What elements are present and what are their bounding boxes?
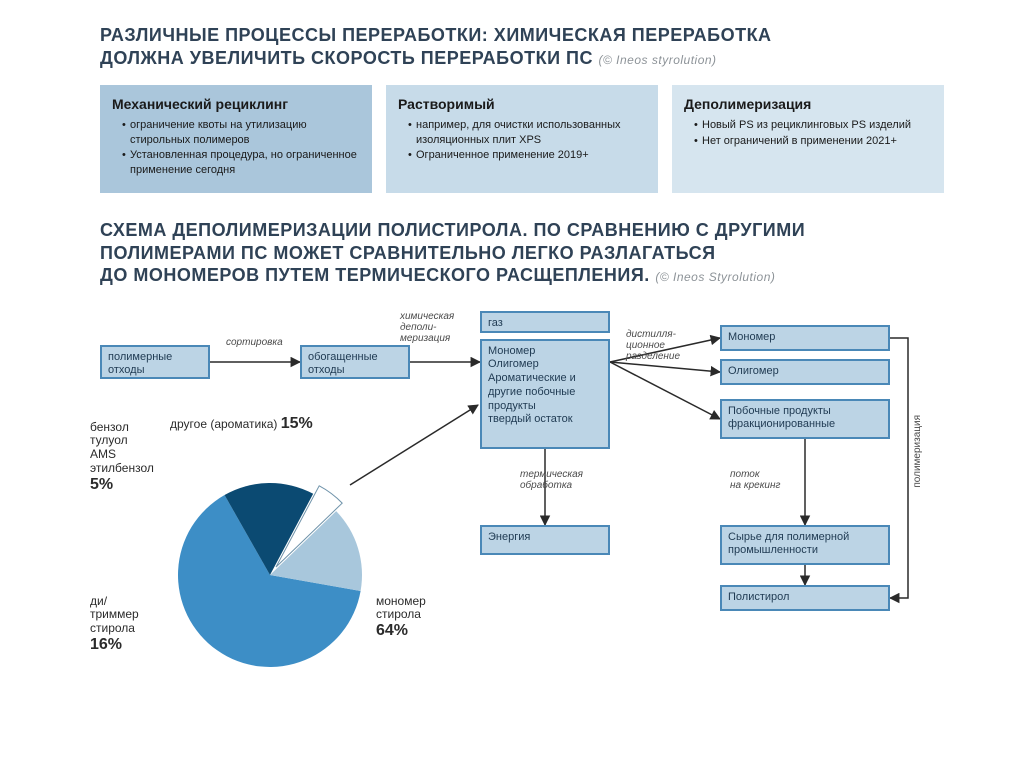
card-list: Новый PS из рециклинговых PS изделийНет …	[684, 118, 932, 149]
flow-box-byproducts: Побочные продукты фракционированные	[720, 399, 890, 439]
card-item: например, для очистки использованных изо…	[408, 118, 646, 148]
t2-line1: СХЕМА ДЕПОЛИМЕРИЗАЦИИ ПОЛИСТИРОЛА. ПО СР…	[100, 220, 805, 240]
flow-diagram: полимерные отходы обогащенные отходы газ Мо…	[100, 305, 940, 725]
card-list: например, для очистки использованных изо…	[398, 118, 646, 164]
t2-line2: ПОЛИМЕРАМИ ПС МОЖЕТ СРАВНИТЕЛЬНО ЛЕГКО Р…	[100, 243, 716, 263]
section1-title: РАЗЛИЧНЫЕ ПРОЦЕССЫ ПЕРЕРАБОТКИ: ХИМИЧЕСК…	[100, 24, 944, 71]
flow-label-therm: термическая обработка	[520, 469, 583, 491]
title-credit: (© Ineos styrolution)	[599, 53, 717, 67]
card-item: Новый PS из рециклинговых PS изделий	[694, 118, 932, 133]
flow-box-polymer_waste: полимерные отходы	[100, 345, 210, 379]
process-card-2: Деполимеризация Новый PS из рециклинговых…	[672, 85, 944, 193]
flow-box-oligomer: Олигомер	[720, 359, 890, 385]
card-item: Ограниченное применение 2019+	[408, 148, 646, 163]
flow-box-polystyrene: Полистирол	[720, 585, 890, 611]
pie-label-3: другое (ароматика) 15%	[170, 415, 313, 433]
pie-label-2: бензол тулуол AMS этилбензол5%	[90, 421, 154, 495]
card-title: Деполимеризация	[684, 95, 932, 114]
flow-box-mix: Мономер Олигомер Ароматические и другие …	[480, 339, 610, 449]
card-item: ограничение квоты на утилизацию стирольн…	[122, 118, 360, 148]
title-line1: РАЗЛИЧНЫЕ ПРОЦЕССЫ ПЕРЕРАБОТКИ: ХИМИЧЕСК…	[100, 25, 772, 45]
pie-label-1: ди/ триммер стирола16%	[90, 595, 139, 655]
process-cards: Механический рециклинг ограничение квоты …	[100, 85, 944, 193]
flow-label-sort: сортировка	[226, 337, 283, 348]
flow-label-crack: поток на крекинг	[730, 469, 780, 491]
flow-box-energy: Энергия	[480, 525, 610, 555]
flow-box-feedstock: Сырье для полимерной промышленности	[720, 525, 890, 565]
flow-box-enriched_waste: обогащенные отходы	[300, 345, 410, 379]
flow-box-monomer: Мономер	[720, 325, 890, 351]
t2-credit: (© Ineos Styrolution)	[655, 270, 775, 284]
card-item: Нет ограничений в применении 2021+	[694, 134, 932, 149]
t2-line3: ДО МОНОМЕРОВ ПУТЕМ ТЕРМИЧЕСКОГО РАСЩЕПЛЕ…	[100, 265, 650, 285]
flow-label-chem: химическая деполи- меризация	[400, 311, 454, 344]
card-title: Механический рециклинг	[112, 95, 360, 114]
card-title: Растворимый	[398, 95, 646, 114]
title-line2: ДОЛЖНА УВЕЛИЧИТЬ СКОРОСТЬ ПЕРЕРАБОТКИ ПС	[100, 48, 593, 68]
flow-label-dist: дистилля- ционное разделение	[626, 329, 680, 362]
flow-label-polym: полимеризация	[912, 415, 923, 488]
card-list: ограничение квоты на утилизацию стирольн…	[112, 118, 360, 178]
pie-label-0: мономер стирола64%	[376, 595, 426, 641]
flow-box-gas: газ	[480, 311, 610, 333]
section2-title: СХЕМА ДЕПОЛИМЕРИЗАЦИИ ПОЛИСТИРОЛА. ПО СР…	[100, 219, 944, 287]
process-card-1: Растворимый например, для очистки использ…	[386, 85, 658, 193]
process-card-0: Механический рециклинг ограничение квоты …	[100, 85, 372, 193]
card-item: Установленная процедура, но ограниченное…	[122, 148, 360, 178]
